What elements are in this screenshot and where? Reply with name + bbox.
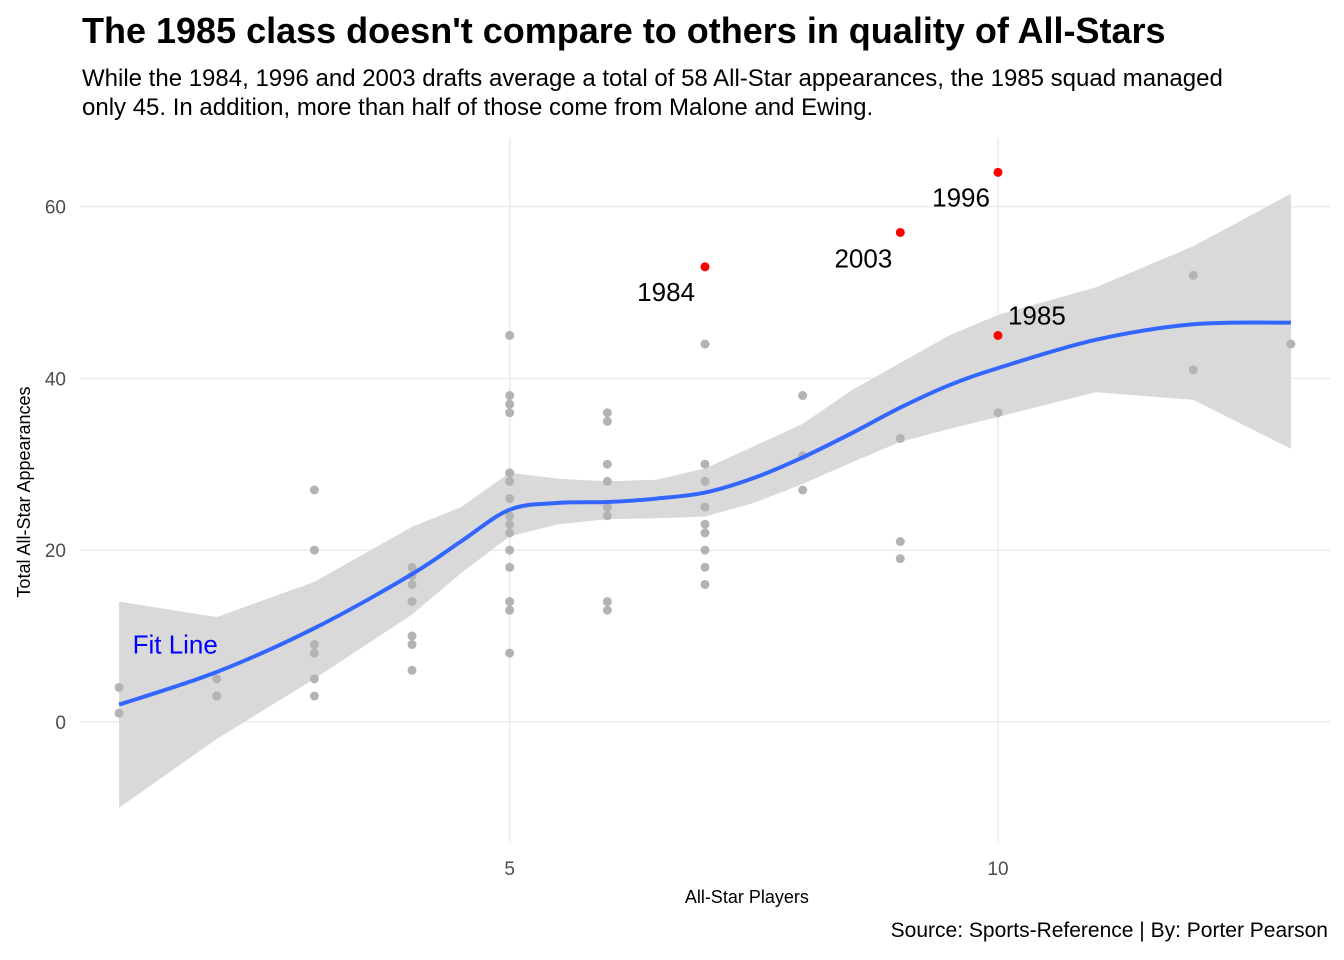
data-point [1286, 339, 1296, 349]
chart-subtitle: While the 1984, 1996 and 2003 drafts ave… [82, 65, 1223, 121]
data-point [505, 330, 515, 340]
data-point [1188, 270, 1198, 280]
axis-ticks-layer: 5 10 0 20 40 60 [45, 198, 1009, 880]
data-point [309, 545, 319, 555]
highlight-point [993, 330, 1003, 340]
data-point [1188, 365, 1198, 375]
data-point [505, 391, 515, 401]
data-point [407, 665, 417, 675]
data-point [505, 408, 515, 418]
data-point [602, 459, 612, 469]
y-tick-label: 40 [45, 369, 66, 390]
fit-line [118, 320, 1291, 707]
data-point [309, 691, 319, 701]
data-point [212, 674, 222, 684]
data-point [505, 597, 515, 607]
data-point [700, 579, 710, 589]
data-point [505, 648, 515, 658]
data-point [407, 631, 417, 641]
fit-line-layer [118, 320, 1291, 707]
data-point [602, 605, 612, 615]
y-tick-label: 60 [45, 198, 66, 219]
data-point [505, 494, 515, 504]
y-tick-label: 20 [45, 541, 66, 562]
highlight-point [993, 167, 1003, 177]
x-tick-label: 10 [987, 859, 1008, 880]
data-point [798, 485, 808, 495]
data-point [895, 433, 905, 443]
data-point [602, 416, 612, 426]
data-point [407, 579, 417, 589]
source-caption: Source: Sports-Reference | By: Porter Pe… [890, 919, 1328, 942]
highlight-point [700, 262, 710, 272]
data-point [700, 562, 710, 572]
data-point [700, 502, 710, 512]
highlight-points-layer [700, 167, 1003, 340]
data-point [602, 511, 612, 521]
data-point [700, 528, 710, 538]
data-point [505, 399, 515, 409]
point-labels-layer: 1984 2003 1996 1985 Fit Line [133, 182, 1066, 659]
data-point [700, 545, 710, 555]
data-point [407, 640, 417, 650]
data-point [309, 485, 319, 495]
data-points-layer [114, 270, 1296, 718]
data-point [895, 554, 905, 564]
data-point [993, 408, 1003, 418]
data-point [602, 476, 612, 486]
highlight-point-label: 1985 [1008, 300, 1066, 330]
x-axis-title: All-Star Players [685, 887, 809, 907]
data-point [602, 408, 612, 418]
data-point [798, 391, 808, 401]
data-point [114, 682, 124, 692]
fit-line-label: Fit Line [133, 630, 218, 660]
confidence-band [119, 193, 1291, 808]
data-point [309, 674, 319, 684]
data-point [309, 640, 319, 650]
data-point [505, 519, 515, 529]
data-point [602, 502, 612, 512]
y-tick-label: 0 [55, 713, 66, 734]
data-point [505, 476, 515, 486]
data-point [505, 545, 515, 555]
highlight-point-label: 1996 [932, 182, 990, 212]
y-axis-title: Total All-Star Appearances [14, 386, 34, 597]
data-point [505, 468, 515, 478]
data-point [407, 562, 417, 572]
confidence-band-layer [119, 193, 1291, 808]
highlight-point-label: 2003 [834, 243, 892, 273]
data-point [602, 597, 612, 607]
data-point [407, 597, 417, 607]
highlight-point-label: 1984 [637, 277, 695, 307]
data-point [505, 511, 515, 521]
data-point [895, 537, 905, 547]
data-point [309, 648, 319, 658]
data-point [505, 605, 515, 615]
chart-title: The 1985 class doesn't compare to others… [82, 10, 1166, 51]
data-point [212, 691, 222, 701]
data-point [700, 519, 710, 529]
data-point [700, 459, 710, 469]
data-point [114, 708, 124, 718]
x-tick-label: 5 [504, 859, 515, 880]
data-point [505, 528, 515, 538]
data-point [700, 476, 710, 486]
data-point [700, 339, 710, 349]
data-point [505, 562, 515, 572]
highlight-point [895, 227, 905, 237]
